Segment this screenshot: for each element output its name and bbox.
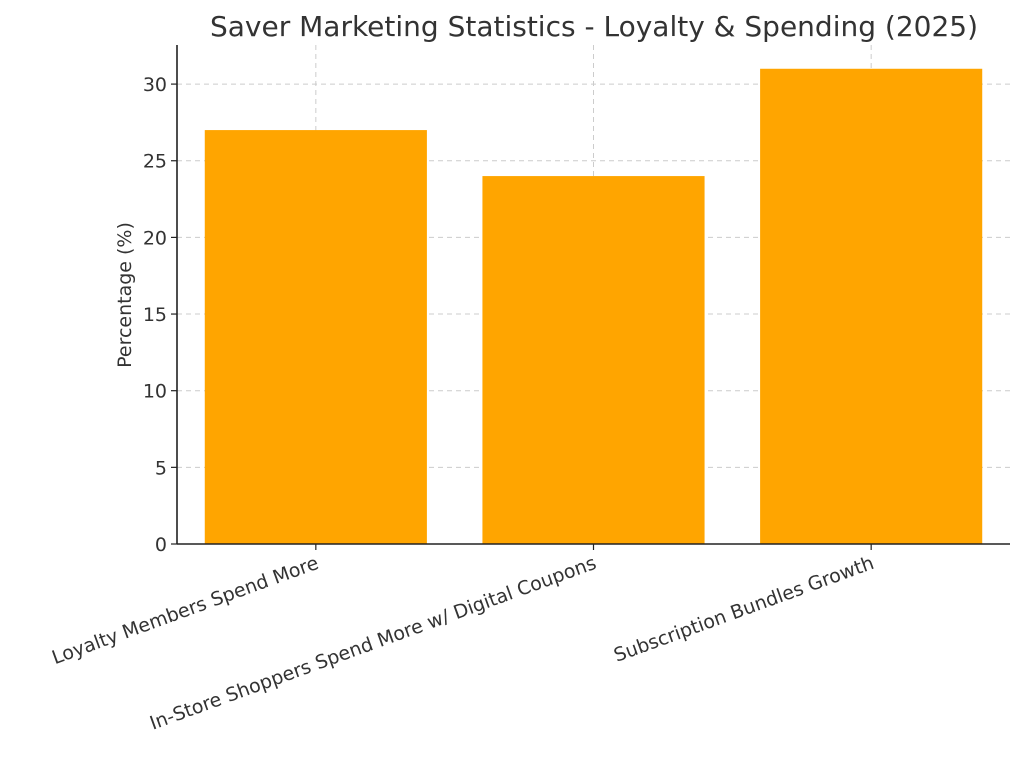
x-tick-label: Subscription Bundles Growth bbox=[611, 552, 877, 667]
y-tick-label: 30 bbox=[143, 74, 167, 96]
bar bbox=[482, 176, 705, 544]
x-tick-label: Loyalty Members Spend More bbox=[49, 552, 321, 669]
label-layer: 0 5 10 15 20 25 30 Loyalty Members Spend MoreIn… bbox=[49, 74, 877, 734]
bar bbox=[204, 130, 427, 544]
y-tick-label: 20 bbox=[143, 227, 167, 249]
y-tick-label: 10 bbox=[143, 381, 167, 403]
y-tick-label: 0 bbox=[155, 534, 167, 556]
y-tick-label: 15 bbox=[143, 304, 167, 326]
axis-layer bbox=[171, 45, 1010, 550]
y-tick-label: 5 bbox=[155, 457, 167, 479]
bar-layer bbox=[204, 68, 983, 544]
y-axis-label: Percentage (%) bbox=[114, 222, 136, 368]
bar bbox=[760, 68, 983, 544]
chart-title: Saver Marketing Statistics - Loyalty & S… bbox=[210, 10, 978, 43]
y-tick-label: 25 bbox=[143, 151, 167, 173]
x-tick-label: In-Store Shoppers Spend More w/ Digital … bbox=[147, 552, 599, 735]
